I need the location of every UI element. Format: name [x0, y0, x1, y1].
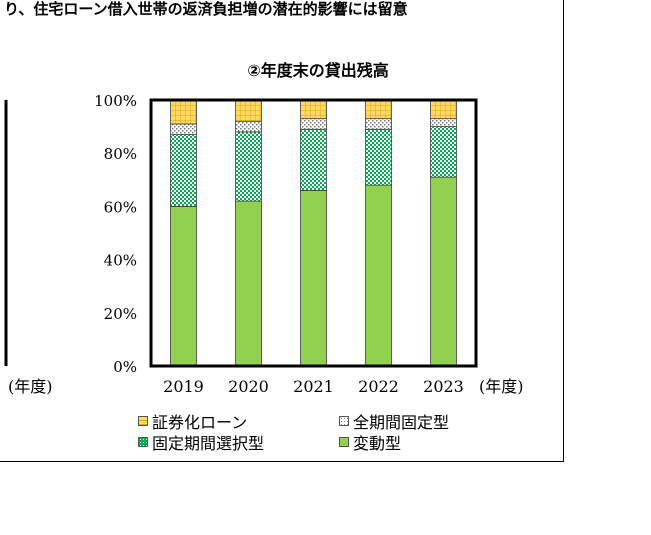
bar-segment [170, 123, 197, 135]
legend-label-securitized: 証券化ローン [152, 413, 248, 432]
legend-label-variable: 変動型 [353, 434, 402, 453]
plot-frame [149, 98, 478, 368]
legend-item-fixed-period: 固定期間選択型 [138, 430, 264, 454]
chart-title: ②年度末の貸出残高 [247, 61, 389, 80]
y-tick-label: 60% [104, 198, 137, 216]
legend-item-variable: 変動型 [339, 430, 401, 454]
legend-swatch-full-fixed [339, 416, 349, 426]
bar-segment [365, 118, 392, 130]
left-panel-x-unit: (年度) [8, 377, 53, 396]
bar-segment [235, 200, 262, 367]
bar-segment [170, 99, 197, 125]
legend-swatch-fixed-period [138, 437, 148, 447]
y-tick-label: 0% [113, 358, 137, 376]
bar-segment [235, 99, 262, 122]
bar-segment [365, 128, 392, 186]
legend-swatch-securitized [138, 416, 148, 426]
bar-segment [300, 190, 327, 367]
bar-segment [170, 134, 197, 207]
bar-segment [430, 99, 457, 120]
bar-segment [365, 184, 392, 367]
y-tick-label: 100% [94, 92, 137, 110]
bar-segment [235, 120, 262, 133]
bar-segment [300, 99, 327, 120]
legend-label-full-fixed: 全期間固定型 [353, 413, 450, 432]
y-tick-label: 80% [104, 145, 137, 163]
x-tick-label: 2023 [423, 377, 464, 396]
bar-segment [235, 131, 262, 202]
bar-segment [300, 128, 327, 191]
legend-label-fixed-period: 固定期間選択型 [152, 434, 265, 453]
legend-swatch-variable [339, 437, 349, 447]
x-tick-label: 2019 [163, 377, 204, 396]
headline: り、住宅ローン借入世帯の返済負担増の潜在的影響には留意 [4, 0, 408, 18]
x-tick-label: 2022 [358, 377, 399, 396]
bar-segment [430, 126, 457, 178]
chart-panel [0, 0, 564, 462]
bar-segment [365, 99, 392, 120]
y-tick-label: 40% [104, 252, 137, 270]
bar-segment [430, 118, 457, 128]
x-axis-unit: (年度) [479, 377, 524, 396]
x-tick-label: 2021 [293, 377, 334, 396]
bar-segment [300, 118, 327, 130]
legend-item-full-fixed: 全期間固定型 [339, 409, 449, 433]
legend-item-securitized: 証券化ローン [138, 409, 247, 433]
bar-segment [170, 205, 197, 367]
x-tick-label: 2020 [228, 377, 269, 396]
y-tick-label: 20% [104, 305, 137, 323]
bar-segment [430, 176, 457, 367]
